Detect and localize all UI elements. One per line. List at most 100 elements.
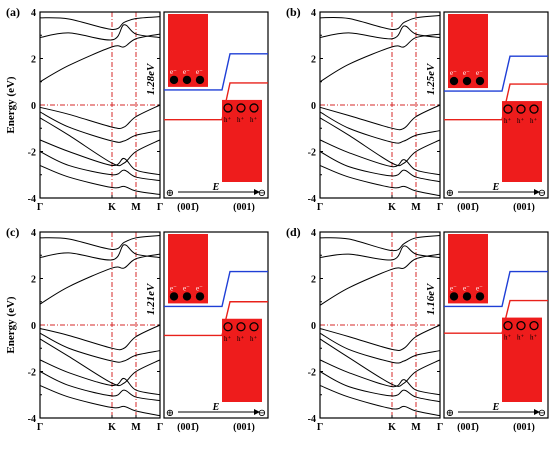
electron-region-fill xyxy=(448,234,488,304)
electron-label: e⁻ xyxy=(463,69,470,77)
surface-label-left: (001̄) xyxy=(177,202,199,213)
hole-circle xyxy=(249,103,259,113)
band-line xyxy=(39,324,161,351)
field-arrow-head xyxy=(534,189,540,195)
band-line xyxy=(319,384,441,417)
x-tick-label: M xyxy=(411,422,421,433)
hole-circle xyxy=(249,322,259,332)
electron-label: e⁻ xyxy=(183,68,190,76)
panel-label: (c) xyxy=(6,225,19,239)
hole-circle xyxy=(503,104,513,114)
band-line xyxy=(319,139,441,176)
x-tick-label: Γ xyxy=(317,202,323,213)
hole-circle xyxy=(503,320,513,331)
band-line xyxy=(319,111,441,144)
hole-label: h⁺ xyxy=(517,117,525,125)
panel-label: (b) xyxy=(286,5,301,19)
x-tick-label: Γ xyxy=(157,422,163,433)
electron-label: e⁻ xyxy=(450,284,457,292)
y-tick-label: 4 xyxy=(31,228,36,239)
minus-symbol: ⊖ xyxy=(258,188,266,199)
hole-region-fill xyxy=(502,317,542,402)
vbm-line xyxy=(444,299,548,334)
electron-region: e⁻ e⁻ e⁻ xyxy=(448,14,488,89)
band-plot-frame xyxy=(39,11,161,199)
hole-circle xyxy=(236,103,246,113)
minus-symbol: ⊖ xyxy=(258,408,266,419)
electron-label: e⁻ xyxy=(183,284,190,292)
electron-label: e⁻ xyxy=(170,284,177,292)
y-tick-label: -2 xyxy=(308,368,316,379)
band-line xyxy=(319,253,441,306)
band-line xyxy=(39,371,161,402)
electron-dot xyxy=(195,292,205,301)
hole-region-fill xyxy=(502,101,542,182)
field-arrow-head xyxy=(254,189,260,195)
band-line xyxy=(39,234,161,250)
electron-label: e⁻ xyxy=(476,284,483,292)
x-tick-label: M xyxy=(131,422,141,433)
panel-label: (d) xyxy=(286,225,301,239)
band-line xyxy=(39,111,161,143)
hole-label: h⁺ xyxy=(530,117,538,125)
y-tick-label: 4 xyxy=(311,228,316,239)
y-tick-label: -2 xyxy=(28,368,36,379)
electron-label: e⁻ xyxy=(463,284,470,292)
band-line xyxy=(39,151,161,182)
plus-symbol: ⊕ xyxy=(166,188,174,199)
electron-label: e⁻ xyxy=(170,68,177,76)
band-line xyxy=(319,104,441,131)
hole-label: h⁺ xyxy=(530,334,538,342)
band-gap-label: 1.16eV xyxy=(425,282,437,315)
hole-label: h⁺ xyxy=(237,335,245,343)
y-tick-label: 2 xyxy=(31,55,36,66)
x-tick-label: K xyxy=(388,422,396,433)
band-line xyxy=(319,14,441,30)
electron-region: e⁻ e⁻ e⁻ xyxy=(448,234,488,304)
electron-label: e⁻ xyxy=(196,68,203,76)
electron-region: e⁻ e⁻ e⁻ xyxy=(168,234,208,304)
minus-symbol: ⊖ xyxy=(538,408,546,419)
hole-label: h⁺ xyxy=(250,116,258,124)
band-plot-frame xyxy=(319,11,441,199)
x-tick-label: Γ xyxy=(437,202,443,213)
field-arrow-head xyxy=(534,409,540,415)
vbm-line xyxy=(164,301,268,337)
y-axis-label: Energy (eV) xyxy=(5,296,17,353)
y-tick-label: 2 xyxy=(31,275,36,286)
electron-dot xyxy=(462,292,472,301)
band-line xyxy=(39,253,161,305)
cbm-line xyxy=(164,270,268,308)
surface-label-left: (001̄) xyxy=(457,202,479,213)
electron-label: e⁻ xyxy=(476,69,483,77)
x-tick-label: Γ xyxy=(37,202,43,213)
band-gap-label: 1.25eV xyxy=(425,62,437,95)
hole-region: h⁺ h⁺ h⁺ xyxy=(502,317,542,402)
y-tick-label: -4 xyxy=(308,194,316,205)
electron-dot xyxy=(475,76,485,86)
hole-label: h⁺ xyxy=(237,116,245,124)
panel-4: (d) -4 -2 0 2 4 Γ K M Γ 1.16eV e⁻ e⁻ e⁻ h⁺ h⁺ h⁺ ⊕ ⊖ E (001̄… xyxy=(286,225,549,433)
hole-circle xyxy=(529,320,539,331)
y-tick-label: -4 xyxy=(308,414,316,425)
band-line xyxy=(319,151,441,183)
field-label: E xyxy=(212,182,220,193)
electron-dot xyxy=(169,292,179,301)
panel-2: (b) -4 -2 0 2 4 Γ K M Γ 1.25eV e⁻ e⁻ e⁻ h⁺ h⁺ h⁺ ⊕ ⊖ E (001̄… xyxy=(286,5,549,213)
band-line xyxy=(319,33,441,83)
plus-symbol: ⊕ xyxy=(166,408,174,419)
x-tick-label: K xyxy=(388,202,396,213)
hole-region: h⁺ h⁺ h⁺ xyxy=(222,318,262,402)
x-tick-label: Γ xyxy=(317,422,323,433)
cbm-line xyxy=(444,270,548,308)
x-tick-label: Γ xyxy=(437,422,443,433)
hole-circle xyxy=(223,322,233,332)
x-tick-label: M xyxy=(131,202,141,213)
band-line xyxy=(319,25,441,40)
band-line xyxy=(319,164,441,197)
band-line xyxy=(319,117,441,167)
y-tick-label: 0 xyxy=(31,101,36,112)
